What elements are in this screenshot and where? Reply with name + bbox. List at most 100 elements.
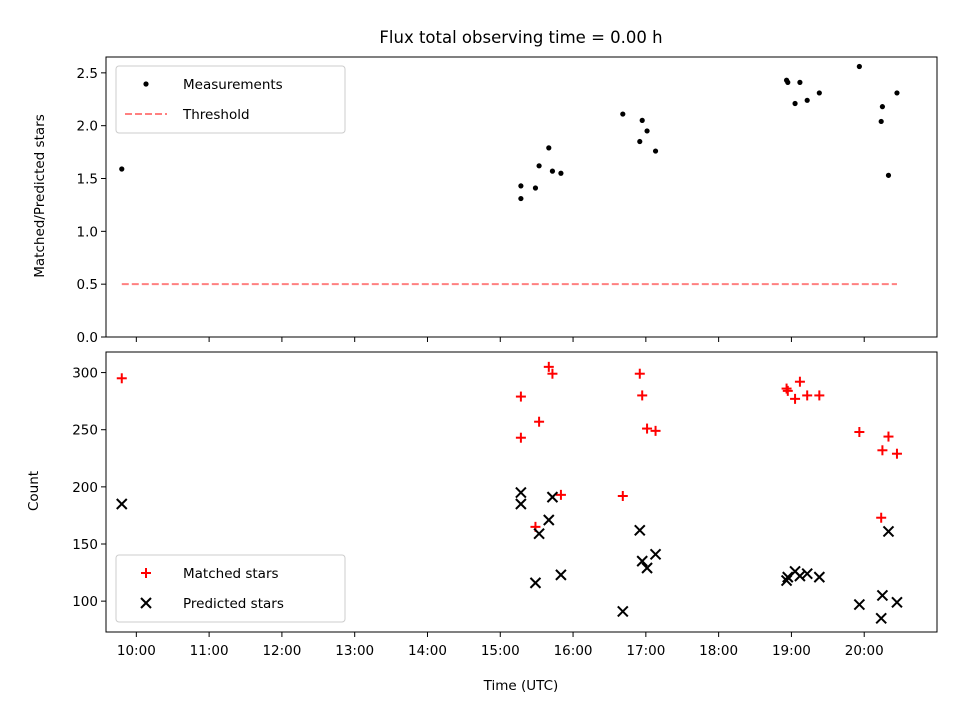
x-tick-label: 10:00 (117, 643, 156, 659)
measurement-point (119, 166, 125, 172)
top-y-tick-label: 1.5 (77, 172, 98, 188)
predicted-star-point (882, 525, 895, 538)
predicted-star-point (782, 571, 794, 583)
matched-star-point (617, 491, 628, 501)
predicted-star-point (649, 548, 662, 560)
measurement-point (797, 79, 803, 85)
x-tick-label: 13:00 (335, 643, 374, 659)
x-tick-label: 20:00 (845, 643, 884, 659)
matched-star-point (877, 445, 888, 456)
matched-star-point (876, 512, 887, 523)
chart-title: Flux total observing time = 0.00 h (379, 28, 662, 47)
x-tick-label: 11:00 (190, 643, 229, 659)
predicted-star-point (515, 498, 527, 510)
top-y-axis-label: Matched/Predicted stars (32, 114, 48, 277)
matched-star-point (650, 425, 661, 436)
bottom-axes-frame (105, 351, 938, 633)
predicted-star-point (780, 574, 793, 587)
predicted-star-point (617, 605, 629, 618)
top-y-tick-label: 0.0 (77, 330, 98, 346)
matched-star-point (794, 376, 805, 387)
matched-star-point (634, 368, 645, 379)
measurement-point (816, 90, 822, 96)
series-matched-stars (116, 361, 902, 532)
measurement-point (785, 79, 791, 85)
series-measurements (119, 63, 900, 202)
x-tick-label: 16:00 (554, 643, 593, 659)
predicted-star-point (875, 612, 887, 624)
predicted-star-point (116, 498, 128, 510)
measurement-point (549, 168, 556, 174)
measurement-point (558, 170, 564, 176)
predicted-star-point (515, 486, 527, 499)
predicted-star-point (555, 569, 567, 581)
predicted-star-point (794, 570, 806, 582)
matched-star-point (883, 431, 894, 442)
predicted-star-point (543, 514, 555, 526)
matched-star-point (802, 390, 813, 401)
matched-star-point (515, 391, 526, 402)
predicted-star-point (634, 524, 646, 536)
x-tick-label: 17:00 (626, 643, 665, 659)
measurement-point (792, 100, 798, 107)
top-y-tick-label: 2.0 (77, 119, 98, 135)
top-y-tick-label: 2.5 (77, 66, 98, 82)
matched-star-point (116, 373, 127, 384)
predicted-star-point (533, 528, 545, 540)
matched-star-point (642, 423, 653, 434)
matched-star-point (534, 416, 545, 427)
legend-dot-marker (143, 81, 149, 87)
measurement-point (894, 90, 900, 96)
measurement-point (804, 97, 810, 103)
matched-star-point (543, 361, 554, 372)
measurement-point (518, 183, 524, 189)
top-y-tick-label: 0.5 (77, 277, 98, 293)
bottom-panel: Count 100 150 200 250 300 10:00 11:00 12:00 13:0… (26, 351, 938, 659)
matched-star-point (637, 390, 648, 401)
x-tick-label: 19:00 (772, 643, 811, 659)
bottom-y-tick-label: 300 (72, 366, 98, 382)
bottom-y-tick-label: 250 (72, 423, 98, 439)
legend-label: Matched stars (183, 566, 279, 582)
series-predicted-stars (116, 486, 903, 624)
legend-label: Predicted stars (183, 596, 284, 612)
measurement-point (546, 145, 552, 151)
measurement-point (644, 128, 650, 134)
matched-star-point (515, 432, 526, 443)
measurement-point (620, 111, 626, 117)
bottom-y-tick-label: 200 (72, 480, 98, 496)
legend-x-marker (140, 597, 152, 609)
matched-star-point (782, 385, 793, 396)
x-tick-label: 15:00 (481, 643, 520, 659)
matched-star-point (547, 368, 558, 379)
legend-label: Measurements (183, 77, 283, 93)
x-tick-label: 18:00 (699, 643, 738, 659)
measurement-point (652, 148, 659, 154)
matched-star-point (781, 383, 792, 394)
bottom-legend: Matched stars Predicted stars (115, 554, 346, 623)
matched-star-point (891, 448, 902, 459)
measurement-point (856, 63, 862, 70)
legend-label: Threshold (182, 107, 250, 123)
x-axis-label: Time (UTC) (483, 678, 559, 694)
predicted-star-point (891, 596, 903, 608)
bottom-y-tick-label: 100 (72, 594, 98, 610)
top-y-tick-label: 1.0 (77, 224, 98, 240)
measurement-point (639, 117, 645, 123)
matched-star-point (790, 393, 801, 404)
predicted-star-point (546, 491, 559, 503)
measurement-point (885, 172, 892, 178)
top-axes-frame (105, 56, 938, 338)
measurement-point (878, 118, 884, 125)
predicted-star-point (813, 571, 826, 583)
measurement-point (637, 138, 643, 145)
matched-star-point (814, 390, 825, 401)
matched-star-point (854, 427, 865, 437)
top-legend: Measurements Threshold (115, 65, 346, 134)
x-tick-label: 12:00 (262, 643, 301, 659)
measurement-point (532, 185, 539, 191)
predicted-star-point (529, 577, 542, 589)
matched-star-point (555, 489, 566, 500)
predicted-star-point (853, 598, 866, 611)
